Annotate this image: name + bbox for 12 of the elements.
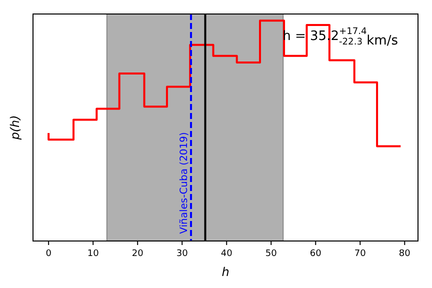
x-tick-label: 10 xyxy=(87,249,100,259)
x-tick-label: 70 xyxy=(354,249,366,259)
x-tick-label: 50 xyxy=(265,249,278,259)
x-tick-label: 30 xyxy=(176,249,188,259)
x-tick-label: 20 xyxy=(132,249,144,259)
ref-line-label: Viñales-Cuba (2019) xyxy=(179,132,190,234)
x-tick-label: 60 xyxy=(310,249,322,259)
x-axis-title: h xyxy=(222,265,230,279)
x-tick-label: 40 xyxy=(220,249,233,259)
x-tick-label: 0 xyxy=(46,249,52,259)
y-axis-title: p(h) xyxy=(8,115,22,141)
x-tick-label: 80 xyxy=(398,249,411,259)
